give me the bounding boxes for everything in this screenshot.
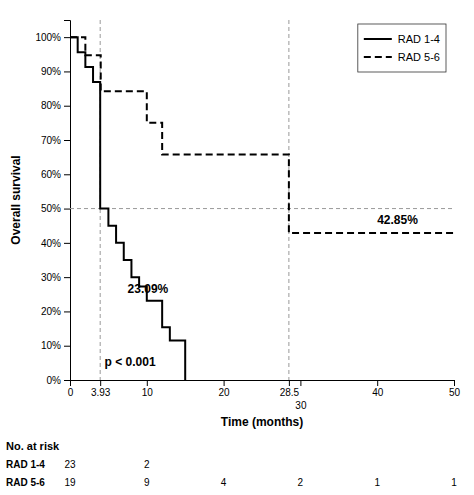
y-axis-line xyxy=(64,21,71,381)
legend: RAD 1-4 RAD 5-6 xyxy=(358,24,446,72)
at-risk-row-label: RAD 1-4 xyxy=(6,459,45,470)
chart: 0%10%20%30%40%50%60%70%80%90%100%03.9310… xyxy=(0,0,474,495)
y-tick-mark xyxy=(64,140,70,141)
y-tick-mark xyxy=(64,243,70,244)
annotation: 23.09% xyxy=(128,282,169,296)
y-tick-mark xyxy=(64,209,70,210)
y-tick-label: 20% xyxy=(41,306,61,317)
x-tick-label: 50 xyxy=(449,387,461,398)
y-tick-mark xyxy=(64,71,70,72)
legend-swatch xyxy=(364,38,392,40)
y-tick-label: 80% xyxy=(41,100,61,111)
y-tick: 90% xyxy=(41,66,70,77)
y-tick-mark xyxy=(64,311,70,312)
y-tick-label: 10% xyxy=(41,340,61,351)
at-risk-count: 1 xyxy=(374,477,380,488)
at-risk-count: 1 xyxy=(451,477,457,488)
y-tick: 100% xyxy=(35,32,70,43)
y-tick: 30% xyxy=(41,272,70,283)
legend-swatch xyxy=(364,56,392,58)
y-tick: 80% xyxy=(41,100,70,111)
x-axis: 0 3.93 10 20 28.5 30 40 50 xyxy=(68,380,461,411)
legend-label: RAD 5-6 xyxy=(398,51,440,63)
x-tick: 20 xyxy=(219,380,231,398)
annotations: 23.09% 42.85% p < 0.001 xyxy=(105,213,419,369)
y-tick-mark xyxy=(64,346,70,347)
y-tick: 10% xyxy=(41,340,70,351)
y-tick-label: 100% xyxy=(35,32,61,43)
x-tick-mark xyxy=(377,380,378,386)
x-tick: 10 xyxy=(142,380,154,398)
legend-item: RAD 5-6 xyxy=(364,51,440,63)
y-axis: 0% 10% 20% 30% 40% 50% 60% 70% 80% 90% 100% xyxy=(35,21,70,386)
x-tick-mark xyxy=(100,380,101,386)
x-axis-title: Time (months) xyxy=(221,415,303,429)
at-risk-row-label: RAD 5-6 xyxy=(6,477,45,488)
reference-line xyxy=(288,20,289,380)
at-risk-title: No. at risk xyxy=(6,440,60,452)
y-tick-mark xyxy=(64,380,70,381)
reference-line xyxy=(70,208,454,209)
annotation: p < 0.001 xyxy=(105,355,156,369)
x-axis-line xyxy=(71,381,455,387)
y-tick: 20% xyxy=(41,306,70,317)
x-tick-mark xyxy=(147,380,148,386)
at-risk-count: 9 xyxy=(144,477,150,488)
y-tick-label: 90% xyxy=(41,66,61,77)
y-tick-mark xyxy=(64,106,70,107)
x-tick-mark xyxy=(454,380,455,386)
at-risk-count: 23 xyxy=(64,459,76,470)
y-tick: 60% xyxy=(41,169,70,180)
at-risk-count: 2 xyxy=(298,477,304,488)
y-tick-label: 40% xyxy=(41,238,61,249)
y-axis-title: Overall survival xyxy=(9,155,23,244)
y-tick-mark xyxy=(64,277,70,278)
y-tick-mark xyxy=(64,37,70,38)
at-risk-count: 4 xyxy=(221,477,227,488)
x-tick-mark xyxy=(70,380,71,386)
marks xyxy=(70,20,454,380)
y-tick: 50% xyxy=(41,203,70,214)
plot-area: 0% 10% 20% 30% 40% 50% 60% 70% 80% 90% 100% 0 3.93 10… xyxy=(35,20,460,411)
y-tick-mark xyxy=(64,174,70,175)
at-risk-table: No. at risk RAD 1-4 23 2 RAD 5-6 19 9 4 2 1 1 xyxy=(6,440,457,488)
x-tick-mark xyxy=(289,380,290,386)
at-risk-count: 19 xyxy=(64,477,76,488)
y-tick-label: 30% xyxy=(41,272,61,283)
x-tick: 3.93 xyxy=(91,380,111,398)
x-tick-mark xyxy=(300,380,301,386)
x-tick: 50 xyxy=(449,380,461,398)
y-tick-label: 60% xyxy=(41,169,61,180)
y-tick-label: 70% xyxy=(41,135,61,146)
annotation: 42.85% xyxy=(377,213,418,227)
at-risk-count: 2 xyxy=(144,459,150,470)
legend-label: RAD 1-4 xyxy=(398,33,440,45)
x-tick: 30 xyxy=(295,380,307,411)
x-tick: 40 xyxy=(372,380,384,398)
x-tick-label: 10 xyxy=(142,387,154,398)
x-tick-label: 0 xyxy=(68,387,74,398)
survival-curve xyxy=(70,37,185,380)
y-tick: 0% xyxy=(47,375,70,386)
y-tick: 70% xyxy=(41,135,70,146)
y-tick: 40% xyxy=(41,238,70,249)
x-tick: 28.5 xyxy=(280,380,300,398)
x-tick-label: 28.5 xyxy=(280,387,300,398)
x-tick-label: 20 xyxy=(219,387,231,398)
x-tick-mark xyxy=(224,380,225,386)
legend-item: RAD 1-4 xyxy=(364,33,440,45)
y-tick-label: 50% xyxy=(41,203,61,214)
x-tick-label: 3.93 xyxy=(91,387,111,398)
y-tick-label: 0% xyxy=(47,375,62,386)
legend-box xyxy=(358,24,446,72)
x-tick-label: 30 xyxy=(295,400,307,411)
x-tick-label: 40 xyxy=(372,387,384,398)
x-tick: 0 xyxy=(68,380,74,398)
